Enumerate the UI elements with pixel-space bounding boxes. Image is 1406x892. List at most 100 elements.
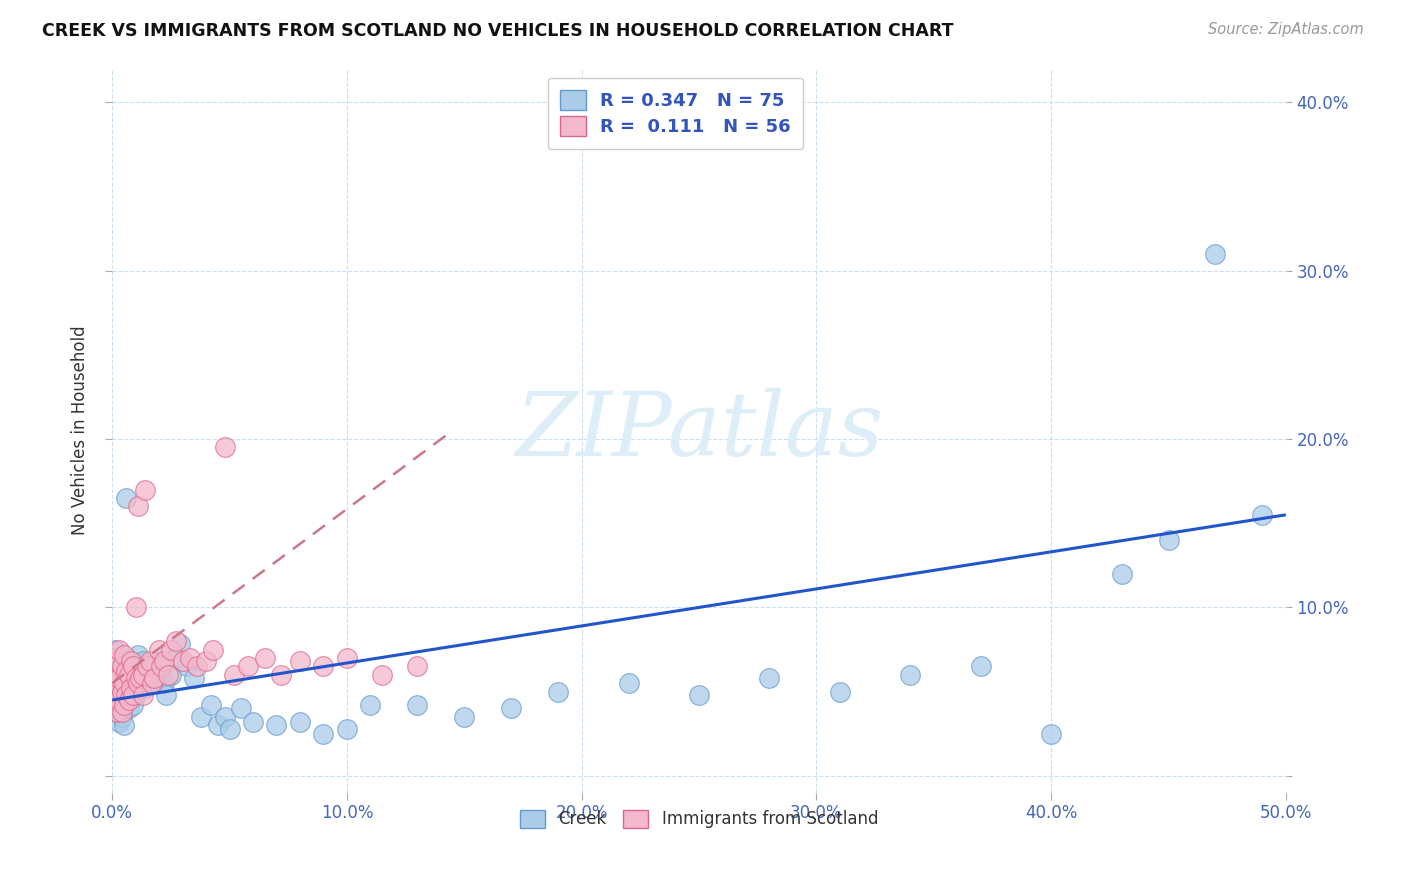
- Point: [242, 714, 264, 729]
- Point: [898, 667, 921, 681]
- Point: [195, 654, 218, 668]
- Point: [105, 654, 128, 668]
- Point: [108, 688, 131, 702]
- Point: [336, 651, 359, 665]
- Point: [758, 671, 780, 685]
- Point: [115, 491, 138, 505]
- Point: [828, 684, 851, 698]
- Point: [108, 671, 131, 685]
- Point: [108, 693, 131, 707]
- Point: [124, 688, 146, 702]
- Point: [110, 688, 132, 702]
- Point: [108, 642, 131, 657]
- Point: [117, 667, 139, 681]
- Point: [155, 688, 177, 702]
- Point: [190, 710, 212, 724]
- Point: [1251, 508, 1274, 522]
- Point: [688, 688, 710, 702]
- Point: [105, 705, 128, 719]
- Point: [108, 714, 131, 729]
- Point: [131, 654, 153, 668]
- Point: [218, 722, 240, 736]
- Point: [453, 710, 475, 724]
- Point: [253, 651, 276, 665]
- Point: [1204, 246, 1226, 260]
- Point: [371, 667, 394, 681]
- Point: [110, 705, 132, 719]
- Point: [1111, 566, 1133, 581]
- Point: [1157, 533, 1180, 547]
- Point: [141, 671, 163, 685]
- Point: [124, 600, 146, 615]
- Point: [153, 654, 176, 668]
- Point: [138, 659, 160, 673]
- Point: [169, 637, 191, 651]
- Point: [108, 701, 131, 715]
- Text: CREEK VS IMMIGRANTS FROM SCOTLAND NO VEHICLES IN HOUSEHOLD CORRELATION CHART: CREEK VS IMMIGRANTS FROM SCOTLAND NO VEH…: [42, 22, 953, 40]
- Point: [406, 659, 429, 673]
- Point: [141, 676, 163, 690]
- Point: [103, 671, 125, 685]
- Point: [501, 701, 523, 715]
- Point: [117, 693, 139, 707]
- Point: [336, 722, 359, 736]
- Text: Source: ZipAtlas.com: Source: ZipAtlas.com: [1208, 22, 1364, 37]
- Point: [238, 659, 260, 673]
- Point: [617, 676, 640, 690]
- Point: [110, 684, 132, 698]
- Point: [115, 665, 138, 679]
- Point: [120, 688, 142, 702]
- Point: [127, 500, 149, 514]
- Point: [312, 727, 335, 741]
- Point: [129, 671, 152, 685]
- Point: [103, 693, 125, 707]
- Point: [103, 651, 125, 665]
- Point: [117, 681, 139, 696]
- Legend: Creek, Immigrants from Scotland: Creek, Immigrants from Scotland: [513, 803, 884, 835]
- Point: [112, 676, 135, 690]
- Point: [202, 642, 225, 657]
- Point: [547, 684, 569, 698]
- Point: [1040, 727, 1063, 741]
- Point: [172, 654, 194, 668]
- Point: [105, 676, 128, 690]
- Point: [176, 659, 198, 673]
- Point: [112, 681, 135, 696]
- Point: [183, 671, 205, 685]
- Point: [136, 659, 159, 673]
- Point: [103, 642, 125, 657]
- Point: [231, 701, 253, 715]
- Point: [270, 667, 292, 681]
- Point: [110, 659, 132, 673]
- Point: [214, 441, 236, 455]
- Point: [127, 676, 149, 690]
- Point: [105, 676, 128, 690]
- Point: [112, 698, 135, 712]
- Point: [110, 651, 132, 665]
- Point: [224, 667, 246, 681]
- Point: [134, 483, 156, 497]
- Point: [115, 688, 138, 702]
- Point: [160, 642, 183, 657]
- Point: [138, 654, 160, 668]
- Point: [122, 698, 145, 712]
- Point: [200, 698, 222, 712]
- Point: [117, 701, 139, 715]
- Point: [103, 667, 125, 681]
- Point: [150, 654, 173, 668]
- Point: [129, 667, 152, 681]
- Point: [157, 667, 180, 681]
- Point: [186, 659, 208, 673]
- Point: [134, 681, 156, 696]
- Point: [105, 693, 128, 707]
- Point: [122, 671, 145, 685]
- Point: [165, 651, 187, 665]
- Point: [970, 659, 993, 673]
- Point: [115, 671, 138, 685]
- Point: [112, 698, 135, 712]
- Point: [112, 648, 135, 662]
- Point: [406, 698, 429, 712]
- Point: [288, 654, 311, 668]
- Point: [108, 659, 131, 673]
- Point: [288, 714, 311, 729]
